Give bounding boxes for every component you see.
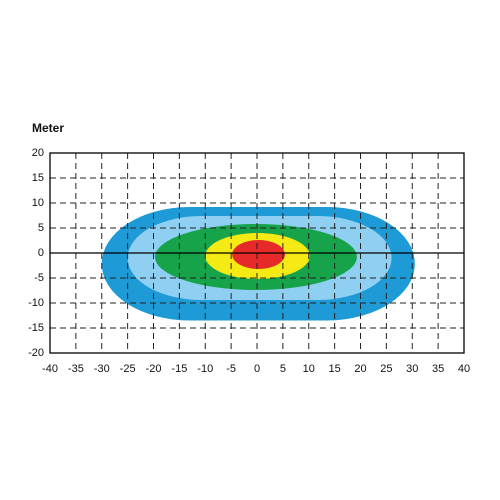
y-tick-label: -20 bbox=[28, 347, 44, 359]
x-tick-label: 10 bbox=[303, 363, 315, 375]
x-tick-label: -15 bbox=[171, 363, 187, 375]
y-tick-label: 0 bbox=[38, 247, 44, 259]
x-tick-label: 35 bbox=[432, 363, 444, 375]
x-tick-label: -20 bbox=[146, 363, 162, 375]
x-tick-label: 40 bbox=[458, 363, 470, 375]
x-tick-label: 30 bbox=[406, 363, 418, 375]
y-tick-label: -10 bbox=[28, 297, 44, 309]
beam-region bbox=[232, 240, 285, 269]
x-tick-label: 25 bbox=[380, 363, 392, 375]
x-tick-label: 20 bbox=[354, 363, 366, 375]
y-tick-label: 15 bbox=[32, 172, 44, 184]
x-tick-label: -10 bbox=[197, 363, 213, 375]
y-tick-label: 5 bbox=[38, 222, 44, 234]
x-tick-label: -35 bbox=[68, 363, 84, 375]
y-tick-label: -5 bbox=[34, 272, 44, 284]
y-tick-label: -15 bbox=[28, 322, 44, 334]
x-tick-label: 5 bbox=[280, 363, 286, 375]
x-tick-label: -25 bbox=[120, 363, 136, 375]
plot-border bbox=[49, 152, 465, 354]
x-tick-label: 15 bbox=[329, 363, 341, 375]
x-tick-label: -40 bbox=[42, 363, 58, 375]
y-tick-label: 10 bbox=[32, 197, 44, 209]
x-tick-label: -5 bbox=[226, 363, 236, 375]
x-tick-label: -30 bbox=[94, 363, 110, 375]
y-tick-label: 20 bbox=[32, 147, 44, 159]
x-tick-label: 0 bbox=[254, 363, 260, 375]
y-axis-label: Meter bbox=[32, 121, 64, 135]
